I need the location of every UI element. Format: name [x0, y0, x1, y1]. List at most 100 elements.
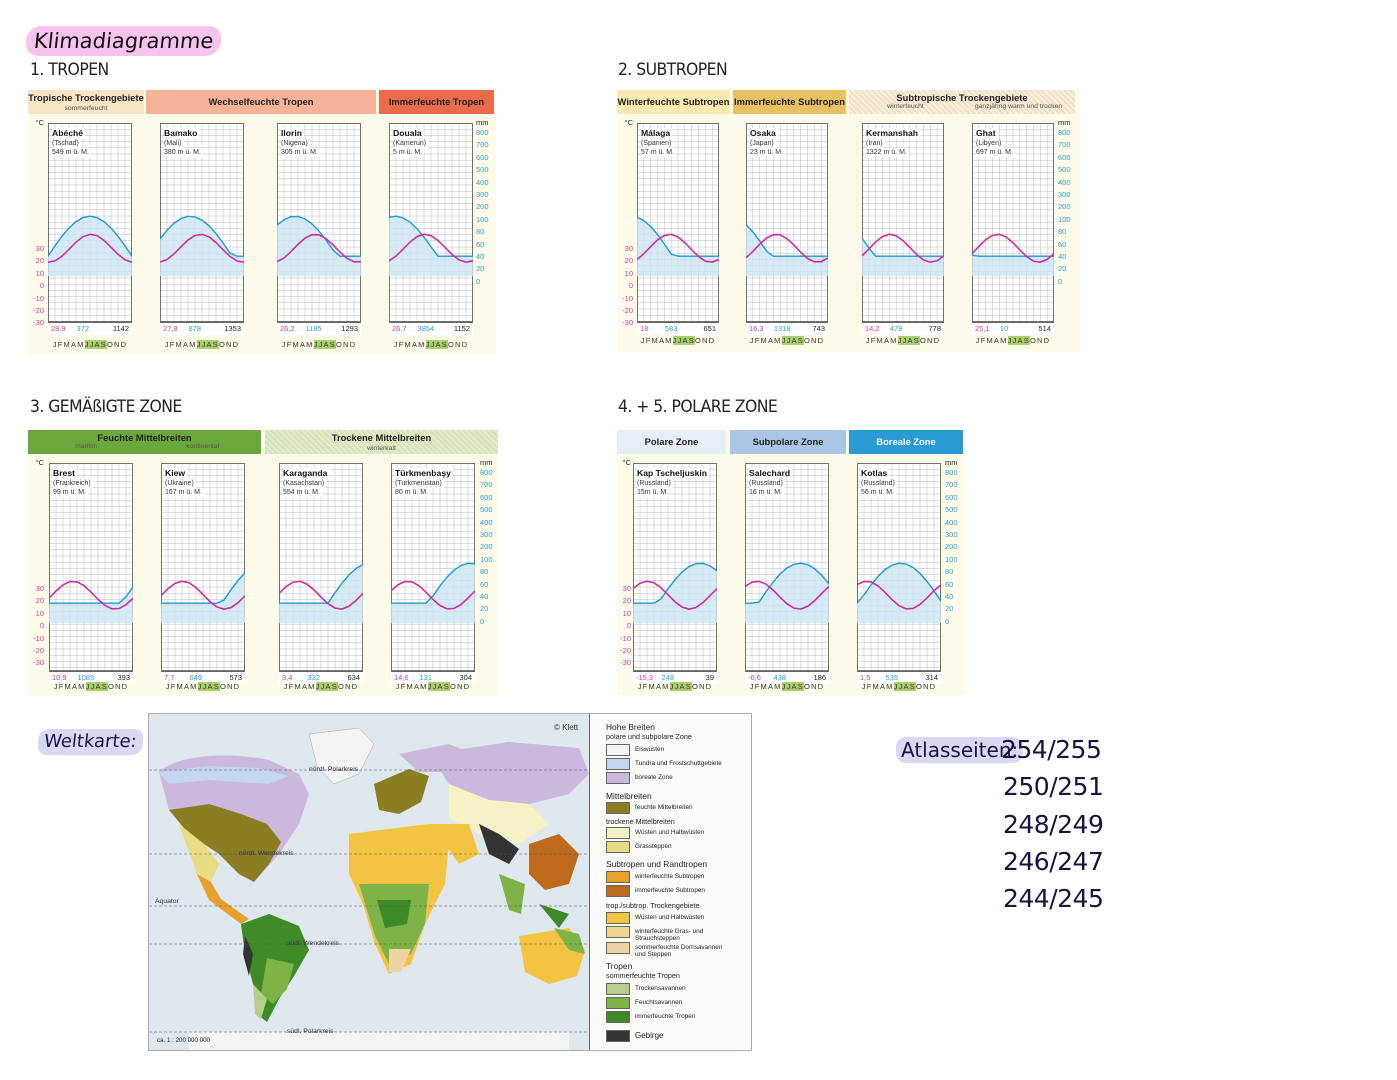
month-letter: N [1036, 336, 1044, 345]
month-letter: J [165, 682, 171, 691]
diagram-ghat: Ghat (Libyen) 697 m ü. M. 25,1 10 514 [972, 123, 1054, 335]
month-letter: J [427, 682, 433, 691]
month-letter: J [1007, 336, 1013, 345]
month-letter: S [797, 682, 804, 691]
legend-swatch [606, 1011, 630, 1023]
month-letter: A [655, 682, 663, 691]
month-letter: F [754, 682, 761, 691]
temp-tick: 20 [622, 596, 631, 606]
atlas-page: 246/247 [1003, 847, 1104, 876]
temp-tick: -10 [622, 293, 633, 303]
precip-tick: 20 [476, 264, 485, 274]
diagram-douala: Douala (Kamerun) 5 m ü. M. 26,7 3854 1152 [389, 123, 473, 335]
publisher-credit: © Klett [554, 723, 579, 732]
month-letter: F [398, 340, 405, 349]
month-letter: N [922, 682, 930, 691]
month-letter: F [57, 340, 64, 349]
month-letter: A [95, 682, 102, 691]
diagram-karaganda: Karaganda (Kasachstan) 554 m ü. M. 3,4 332 6… [279, 463, 363, 684]
month-letter: O [106, 340, 114, 349]
months-kap-tscheljuskin: JFMAMJJASOND [633, 681, 717, 692]
climate-diagram-graphic [972, 123, 1054, 322]
legend-swatch [606, 802, 630, 814]
month-letter: J [430, 340, 436, 349]
month-letter: S [685, 682, 692, 691]
month-letter: A [70, 340, 78, 349]
precip-tick: 0 [476, 276, 481, 286]
month-letter: F [169, 340, 176, 349]
month-letter: J [865, 336, 871, 345]
precip-tick: 800 [1058, 128, 1071, 137]
month-letter: J [315, 682, 321, 691]
month-letter: M [986, 336, 994, 345]
precip-tick: 300 [1058, 190, 1071, 199]
month-letter: F [754, 336, 761, 345]
month-letter: S [1023, 336, 1030, 345]
month-letter: J [672, 336, 678, 345]
month-letter: J [201, 340, 207, 349]
header-feuchte-mittelbreiten: Feuchte Mittelbreiten maritim kontinenta… [28, 430, 261, 454]
month-letter: O [691, 682, 699, 691]
header-subtropische-trockengebiete: Subtropische Trockengebiete winterfeucht… [849, 90, 1075, 114]
panel-polar: Polare Zone Subpolare Zone Boreale Zone … [617, 430, 965, 695]
temp-axis: °C 30 20 10 0 -10 -20 -30 [620, 458, 631, 668]
panel-tropen: Tropische Trockengebiete sommerfeucht We… [28, 90, 496, 354]
month-letter: J [669, 682, 675, 691]
month-letter: F [170, 682, 177, 691]
month-letter: N [114, 682, 122, 691]
month-letter: D [463, 682, 471, 691]
month-letter: J [975, 336, 981, 345]
month-letter: O [694, 336, 702, 345]
header-wechselfeuchte-tropen: Wechselfeuchte Tropen [146, 90, 376, 114]
month-letter: D [232, 340, 240, 349]
month-letter: J [90, 682, 96, 691]
month-letter: M [760, 336, 768, 345]
month-letter: D [817, 336, 825, 345]
month-letter: N [226, 682, 234, 691]
temp-tick: -30 [620, 658, 631, 668]
month-letter: F [980, 336, 987, 345]
temp-tick: -30 [622, 318, 633, 328]
map-label-noerdl-wendekreis: nördl. Wendekreis [239, 850, 294, 857]
precip-tick: 20 [1058, 264, 1067, 274]
legend-heading-mittelbreiten: Mittelbreiten [606, 791, 652, 801]
precip-tick: 200 [476, 202, 489, 212]
temp-tick: -20 [33, 646, 44, 655]
month-letter: S [212, 340, 219, 349]
precip-tick: 400 [945, 517, 958, 527]
month-letter: O [219, 682, 227, 691]
precip-tick: 600 [1058, 152, 1071, 162]
month-letter: J [283, 682, 289, 691]
month-letter: O [915, 682, 923, 691]
header-immerfeuchte-subtropen: Immerfeuchte Subtropen [733, 90, 846, 114]
month-letter: A [182, 340, 190, 349]
month-letter: A [679, 682, 686, 691]
month-letter: J [197, 682, 203, 691]
month-letter: O [803, 336, 811, 345]
month-letter: D [120, 340, 128, 349]
month-letter: S [443, 682, 450, 691]
precip-tick: 20 [945, 604, 954, 614]
panel-gemaessigt: Feuchte Mittelbreiten maritim kontinenta… [28, 430, 498, 695]
month-letter: J [786, 682, 792, 691]
month-letter: A [883, 336, 891, 345]
precip-tick: 400 [476, 177, 489, 187]
temp-tick: 20 [624, 256, 633, 266]
month-letter: M [78, 682, 86, 691]
month-letter: F [58, 682, 65, 691]
month-letter: D [705, 682, 713, 691]
month-letter: M [665, 336, 673, 345]
precip-tick: 800 [476, 128, 489, 137]
climate-diagram-graphic [161, 463, 245, 671]
month-letter: N [344, 682, 352, 691]
precip-tick: 600 [476, 152, 489, 162]
temp-tick: -30 [33, 658, 44, 668]
month-letter: J [393, 340, 399, 349]
section-title-subtropen: 2. SUBTROPEN [618, 60, 728, 80]
months-salechard: JFMAMJJASOND [745, 681, 829, 692]
legend-swatch [606, 871, 630, 883]
diagram-bamako: Bamako (Mali) 380 m ü. M. 27,8 878 1353 [160, 123, 244, 335]
climate-diagram-graphic [391, 463, 475, 671]
month-letter: O [803, 682, 811, 691]
climate-diagram-graphic [49, 463, 133, 671]
